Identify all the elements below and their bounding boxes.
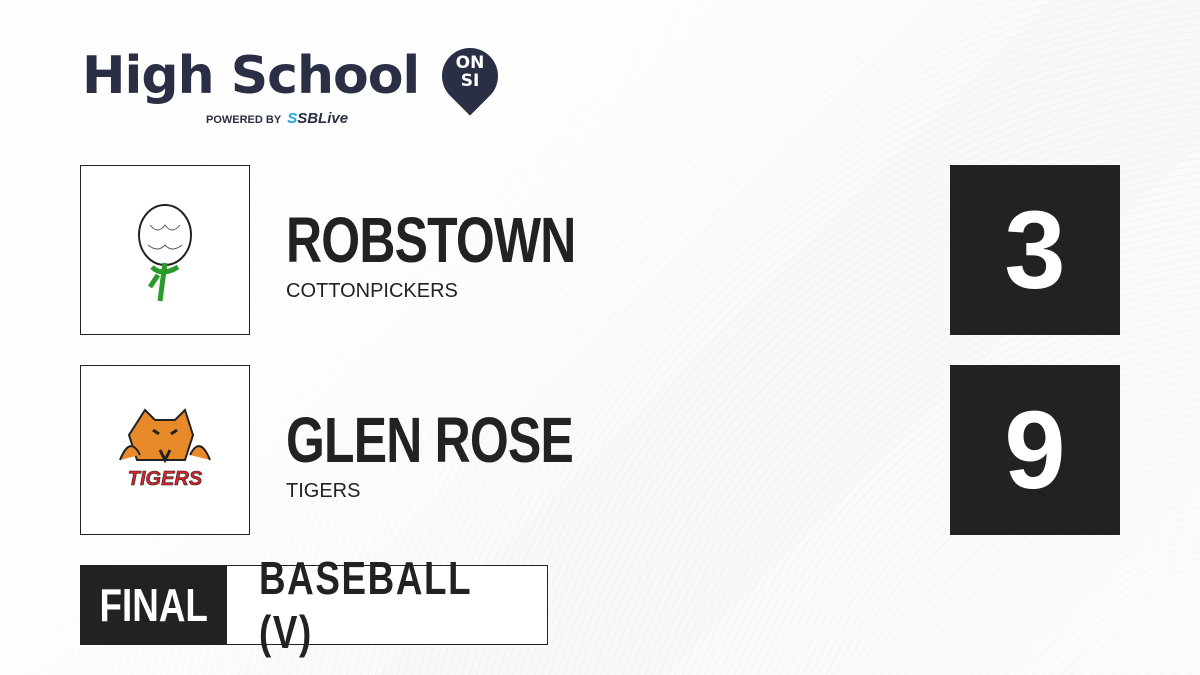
team-name: GLEN ROSE xyxy=(286,404,574,476)
team-mascot: COTTONPICKERS xyxy=(286,280,458,302)
game-status: FINAL xyxy=(81,566,227,644)
sport-text: BASEBALL (V) xyxy=(259,552,472,658)
sblive-logo: SSBLive xyxy=(287,110,348,127)
badge-line2: SI xyxy=(460,71,480,91)
team-mascot: TIGERS xyxy=(286,480,361,502)
svg-text:TIGERS: TIGERS xyxy=(128,468,203,490)
team-score: 3 xyxy=(950,165,1120,335)
cotton-boll-icon xyxy=(138,204,192,302)
badge-line1: ON xyxy=(455,53,485,73)
high-school-on-si-logo: High School ON SI POWERED BY SSBLive xyxy=(82,36,510,127)
game-info-bar: FINAL BASEBALL (V) xyxy=(80,552,548,658)
team-name: ROBSTOWN xyxy=(286,204,576,276)
powered-by: POWERED BY SSBLive xyxy=(206,110,348,127)
brand-title: High School xyxy=(82,46,420,106)
sblive-mark: S xyxy=(287,110,298,127)
status-label: FINAL xyxy=(99,579,209,631)
powered-by-label: POWERED BY xyxy=(206,114,282,126)
team-row-home: ROBSTOWN COTTONPICKERS 3 xyxy=(80,165,1120,335)
team-logo xyxy=(80,165,250,335)
sblive-text: SBLive xyxy=(297,110,349,127)
sport-label: BASEBALL (V) xyxy=(227,552,547,658)
team-row-away: TIGERS GLEN ROSE TIGERS 9 xyxy=(80,365,1120,535)
team-logo: TIGERS xyxy=(80,365,250,535)
tiger-icon: TIGERS xyxy=(119,408,211,490)
brand-badge: ON SI xyxy=(450,54,490,90)
team-score: 9 xyxy=(950,365,1120,535)
